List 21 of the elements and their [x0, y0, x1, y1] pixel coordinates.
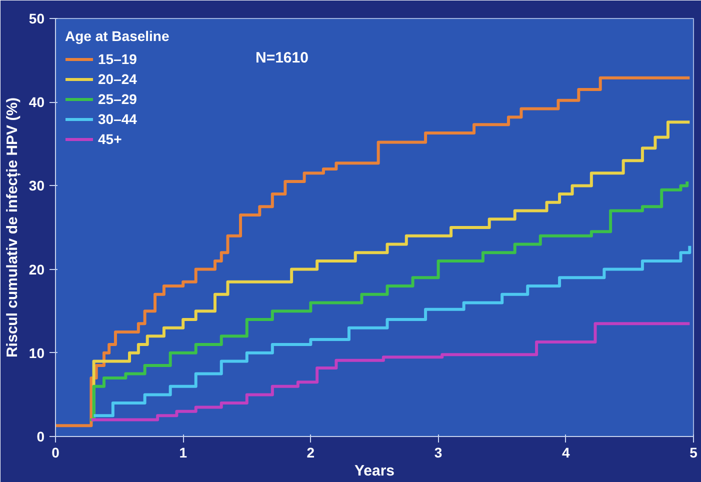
x-tick-label: 5 [690, 444, 698, 460]
legend-label: 30–44 [98, 111, 137, 127]
x-tick-label: 1 [179, 444, 188, 460]
y-axis-title: Riscul cumulativ de infecție HPV (%) [4, 97, 21, 358]
legend-label: 15–19 [98, 51, 137, 67]
y-tick-label: 20 [28, 261, 45, 278]
x-tick-label: 4 [562, 444, 570, 460]
x-axis-title: Years [354, 462, 395, 480]
y-tick-label: 10 [28, 344, 45, 361]
annotation: N=1610 [256, 50, 308, 66]
y-tick-label: 30 [28, 178, 45, 194]
legend-title: Age at Baseline [65, 28, 170, 44]
y-tick-label: 0 [36, 428, 45, 444]
x-tick-label: 2 [306, 444, 315, 460]
x-tick-label: 3 [434, 444, 442, 460]
x-tick-label: 0 [52, 444, 60, 460]
legend-label: 45+ [98, 131, 122, 147]
y-tick-label: 40 [28, 94, 45, 110]
y-tick-label: 50 [28, 10, 45, 26]
legend-label: 20–24 [98, 71, 137, 87]
legend-label: 25–29 [98, 91, 137, 107]
